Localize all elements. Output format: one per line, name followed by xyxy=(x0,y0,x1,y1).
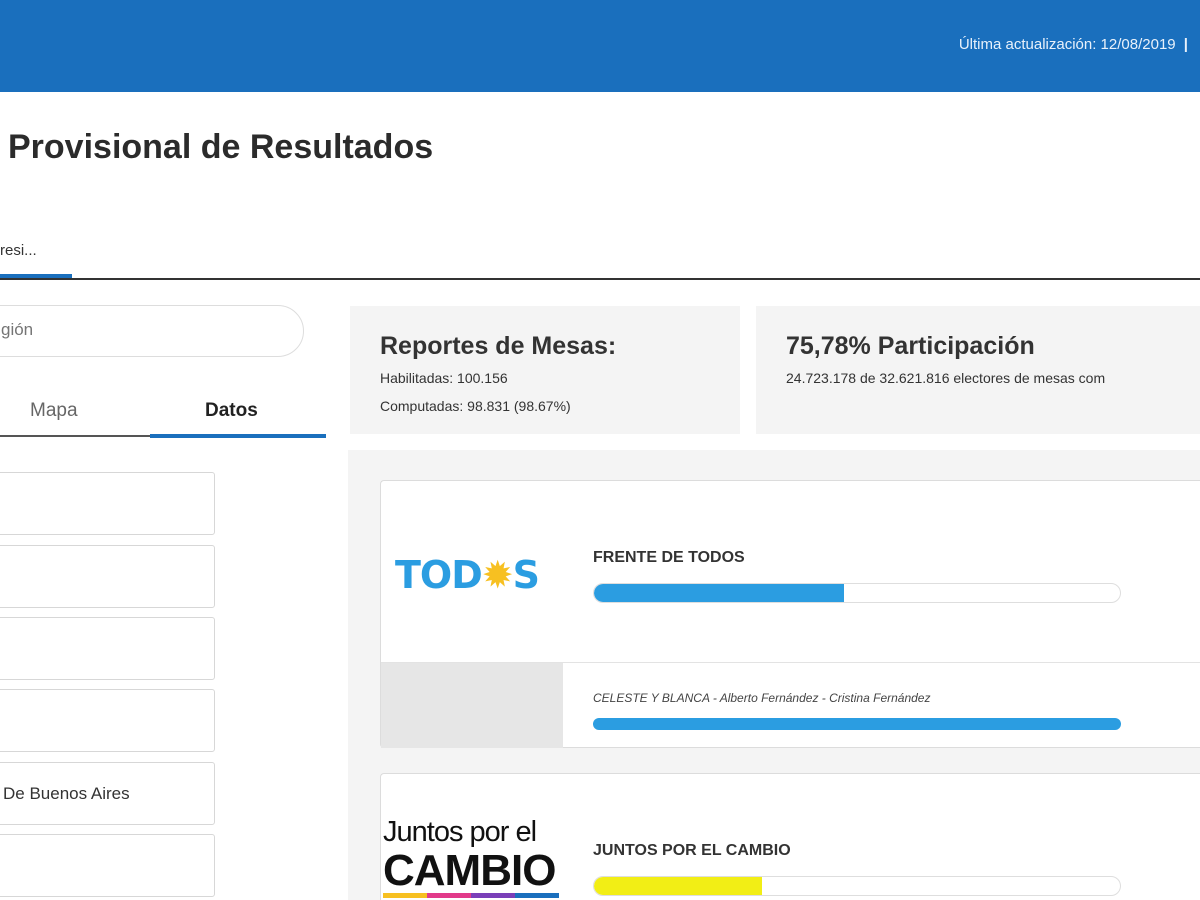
party-vote-bar-fill xyxy=(594,877,763,895)
list-row-marker xyxy=(381,663,563,748)
filter-box-4[interactable] xyxy=(0,689,215,752)
filter-box-1[interactable] xyxy=(0,472,215,535)
tab-presidencial[interactable]: resi... xyxy=(0,242,37,259)
participation-detail: 24.723.178 de 32.621.816 electores de me… xyxy=(786,370,1106,386)
party-list-row[interactable]: CELESTE Y BLANCA - Alberto Fernández - C… xyxy=(381,662,1200,748)
participation-title: 75,78% Participación xyxy=(786,332,1035,360)
tab-divider-line xyxy=(0,435,150,437)
party-name: FRENTE DE TODOS xyxy=(593,549,745,566)
last-update-label: Última actualización: 12/08/2019 | xyxy=(959,36,1188,53)
region-search-box[interactable] xyxy=(0,305,304,357)
filter-box-buenos-aires[interactable]: De Buenos Aires xyxy=(0,762,215,825)
mesas-computadas: Computadas: 98.831 (98.67%) xyxy=(380,398,571,414)
active-view-indicator xyxy=(150,434,326,438)
active-tab-indicator xyxy=(0,274,72,278)
page-title: Provisional de Resultados xyxy=(8,128,434,166)
last-update-text: Última actualización: 12/08/2019 xyxy=(958,36,1176,53)
participation-card: 75,78% Participación 24.723.178 de 32.62… xyxy=(756,306,1200,434)
logo-color-stripe xyxy=(383,893,559,898)
filter-label: De Buenos Aires xyxy=(3,784,130,803)
frente-de-todos-logo: TOD✹S xyxy=(395,553,540,597)
party-name: JUNTOS POR EL CAMBIO xyxy=(593,842,791,859)
filter-box-2[interactable] xyxy=(0,545,215,608)
juntos-por-el-cambio-logo: Juntos por el CAMBIO xyxy=(383,816,563,898)
mesas-habilitadas: Habilitadas: 100.156 xyxy=(380,370,508,386)
party-vote-bar xyxy=(593,583,1121,603)
filter-box-3[interactable] xyxy=(0,617,215,680)
party-card-frente-de-todos[interactable]: TOD✹S FRENTE DE TODOS CELESTE Y BLANCA -… xyxy=(380,480,1200,748)
party-vote-bar-fill xyxy=(594,584,844,602)
filter-box-6[interactable] xyxy=(0,834,215,897)
list-candidates: CELESTE Y BLANCA - Alberto Fernández - C… xyxy=(593,691,931,705)
tab-datos[interactable]: Datos xyxy=(205,400,258,421)
party-card-juntos-por-el-cambio[interactable]: Juntos por el CAMBIO JUNTOS POR EL CAMBI… xyxy=(380,773,1200,900)
top-bar: Última actualización: 12/08/2019 | xyxy=(0,0,1200,92)
view-tabs: Mapa Datos xyxy=(0,392,326,438)
party-vote-bar xyxy=(593,876,1121,896)
mesas-title: Reportes de Mesas: xyxy=(380,332,617,360)
region-search-input[interactable] xyxy=(1,320,251,340)
sun-icon: ✹ xyxy=(481,553,514,597)
list-vote-bar xyxy=(593,718,1121,730)
category-tab-strip: resi... xyxy=(0,240,1200,280)
header-separator: | xyxy=(1183,36,1188,53)
tab-mapa[interactable]: Mapa xyxy=(30,400,78,421)
mesas-report-card: Reportes de Mesas: Habilitadas: 100.156 … xyxy=(350,306,740,434)
